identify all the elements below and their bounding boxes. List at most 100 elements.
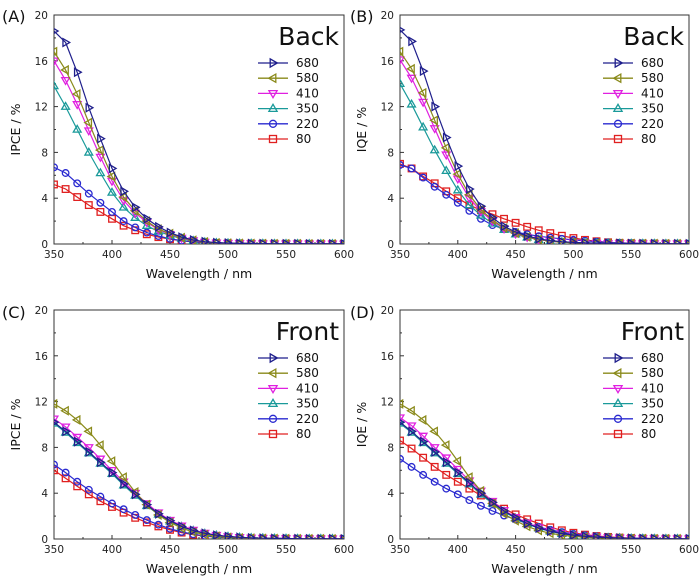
x-tick-label: 600 (679, 544, 699, 556)
data-point (62, 426, 71, 437)
series-80 (54, 466, 344, 539)
data-point (442, 457, 452, 468)
data-point (452, 169, 462, 180)
y-tick-label: 12 (35, 397, 48, 409)
data-point (441, 151, 452, 161)
legend-marker (613, 414, 623, 423)
data-point (417, 414, 427, 425)
data-point (558, 528, 568, 539)
data-point (141, 499, 151, 510)
data-point (400, 161, 404, 169)
data-point (95, 455, 106, 465)
data-point (329, 238, 338, 244)
data-point (452, 184, 463, 194)
data-point (616, 238, 626, 244)
legend-marker (612, 398, 624, 408)
series-area (400, 398, 689, 539)
data-point (108, 467, 118, 478)
data-point (477, 488, 487, 499)
x-tick-label: 550 (621, 249, 641, 261)
data-point (639, 238, 649, 244)
data-point (96, 207, 105, 216)
data-point (54, 80, 60, 90)
data-point (118, 472, 127, 483)
data-point (83, 127, 94, 137)
data-point (570, 237, 579, 244)
data-point (60, 405, 69, 416)
data-point (153, 224, 162, 235)
data-point (429, 447, 440, 457)
data-point (119, 217, 128, 226)
data-point (72, 101, 83, 110)
data-point (282, 533, 292, 539)
data-point (627, 238, 637, 244)
data-point (453, 198, 462, 207)
data-point (683, 535, 689, 539)
data-point (511, 218, 520, 227)
panel-a: 350 400 450 500 550 600 0 4 8 12 16 20 Wavelength / … (2, 7, 354, 281)
y-axis-title: IQE / % (354, 402, 369, 448)
data-point (674, 533, 683, 539)
legend-item-220: 220 (258, 412, 319, 426)
data-point (430, 182, 439, 191)
data-point (510, 515, 519, 526)
data-point (271, 533, 280, 539)
legend-item-680: 680 (603, 56, 664, 70)
x-tick-label: 350 (44, 249, 64, 261)
legend-label: 350 (296, 102, 319, 116)
data-point (282, 238, 292, 244)
data-point (400, 56, 406, 66)
legend-marker (612, 384, 624, 394)
x-tick-label: 450 (506, 544, 526, 556)
series-80 (54, 180, 344, 244)
x-tick-label: 450 (160, 249, 180, 261)
x-tick-label: 350 (390, 544, 410, 556)
x-tick-label: 550 (276, 249, 296, 261)
data-point (60, 101, 71, 110)
x-axis-title: Wavelength / nm (146, 561, 252, 576)
data-point (338, 240, 344, 244)
data-point (627, 533, 637, 539)
y-tick-label: 8 (41, 442, 48, 454)
data-point (84, 490, 93, 499)
data-point (498, 508, 508, 519)
y-tick-label: 0 (387, 239, 394, 251)
legend-item-350: 350 (258, 102, 319, 116)
data-point (500, 221, 510, 232)
data-point (406, 63, 415, 74)
data-point (429, 115, 438, 126)
data-point (131, 223, 140, 232)
legend-item-410: 410 (258, 381, 319, 395)
data-point (83, 426, 93, 437)
panel-annotation: Back (623, 22, 684, 51)
x-tick-label: 500 (563, 544, 583, 556)
data-point (96, 492, 105, 501)
data-point (419, 453, 428, 462)
data-point (189, 525, 199, 536)
data-point (546, 235, 556, 244)
data-point (500, 214, 508, 223)
legend-item-680: 680 (603, 351, 664, 365)
y-tick-label: 4 (41, 488, 48, 500)
legend-marker (613, 119, 623, 128)
data-point (71, 414, 81, 425)
series-line-220 (54, 166, 344, 244)
data-point (95, 458, 106, 467)
data-point (400, 417, 406, 427)
legend-item-80: 80 (603, 132, 656, 146)
data-point (294, 238, 303, 244)
legend-item-80: 80 (258, 427, 311, 441)
data-point (213, 237, 222, 244)
data-point (639, 533, 649, 539)
data-point (83, 147, 94, 156)
data-point (106, 187, 118, 196)
data-point (581, 531, 591, 539)
series-220 (400, 161, 689, 244)
x-tick-label: 350 (390, 249, 410, 261)
data-point (61, 474, 70, 483)
data-point (201, 528, 211, 539)
data-point (408, 36, 417, 47)
data-point (155, 508, 164, 519)
data-point (512, 226, 521, 238)
data-point (593, 532, 602, 539)
